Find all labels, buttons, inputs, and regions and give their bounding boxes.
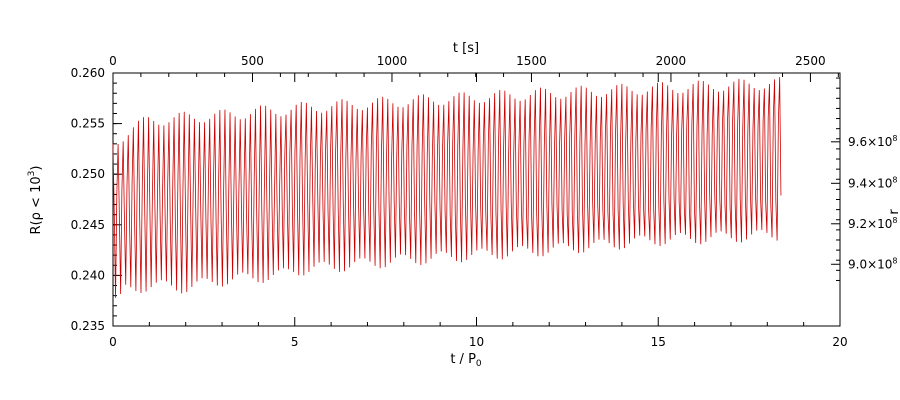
top-axis-title: t [s] [453,41,479,56]
right-tick-exponent: 8 [892,134,897,143]
left-tick-label: 0.245 [71,218,105,232]
left-tick-label: 0.240 [71,268,105,282]
right-axis-partial-title: r [887,209,900,215]
top-tick-label: 500 [241,54,264,68]
bottom-tick-label: 5 [291,335,299,349]
bottom-tick-label: 10 [469,335,484,349]
bottom-axis-title-main: t / P [450,352,476,367]
left-tick-label: 0.235 [71,319,105,333]
left-tick-label: 0.260 [71,66,105,80]
top-tick-label: 0 [109,54,117,68]
tick-marks [112,72,841,327]
left-axis-title-prefix: R(ρ < 10 [29,176,44,234]
bottom-axis-title-sub: 0 [476,359,482,369]
top-tick-label: 1000 [377,54,408,68]
tick-labels: 0 5 10 15 20 0 500 1000 1500 2000 2500 0.235 0.240 0.… [71,54,898,349]
right-tick-label: 9.6×108 [848,134,898,149]
left-axis-title-sup: 3 [27,171,37,177]
right-tick-exponent: 8 [892,175,897,184]
top-tick-label: 2500 [795,54,826,68]
plot-frame [112,72,841,327]
left-tick-label: 0.250 [71,167,105,181]
right-tick-label: 9.2×108 [848,216,898,231]
right-tick-exponent: 8 [892,216,897,225]
bottom-axis-title: t / P0 [450,352,482,369]
left-axis-title: R(ρ < 103) [27,166,44,235]
left-tick-label: 0.255 [71,117,105,131]
series-layer [112,77,782,298]
top-tick-label: 2000 [656,54,687,68]
radius-series-line [112,77,782,298]
right-tick-label: 9.0×108 [848,256,898,271]
bottom-tick-label: 15 [651,335,666,349]
top-tick-label: 1500 [516,54,547,68]
bottom-tick-label: 20 [832,335,847,349]
bottom-tick-label: 0 [109,335,117,349]
left-axis-title-suffix: ) [29,166,44,171]
right-tick-exponent: 8 [892,256,897,265]
right-tick-label: 9.4×108 [848,175,898,190]
